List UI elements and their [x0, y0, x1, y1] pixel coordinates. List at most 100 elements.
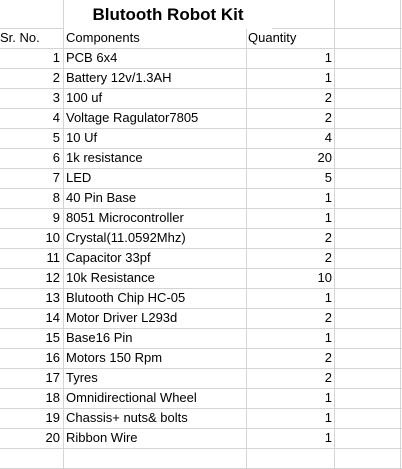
sr-no-cell[interactable]: 11 [46, 250, 61, 265]
header-sr-no[interactable]: Sr. No. [0, 30, 40, 45]
table-row: 6 1k resistance 20 [0, 148, 402, 168]
sr-no-cell[interactable]: 20 [45, 430, 60, 445]
component-cell[interactable]: Blutooth Chip HC-05 [66, 290, 186, 305]
component-cell[interactable]: 8051 Microcontroller [66, 210, 184, 225]
column-divider [400, 0, 401, 469]
table-row: 20 Ribbon Wire 1 [0, 428, 402, 448]
table-row: 11 Capacitor 33pf 2 [0, 248, 402, 268]
component-cell[interactable]: Battery 12v/1.3AH [66, 70, 172, 85]
row-divider [0, 168, 402, 169]
sr-no-cell[interactable]: 5 [52, 130, 60, 145]
row-divider [0, 68, 402, 69]
sheet-title[interactable]: Blutooth Robot Kit [64, 0, 272, 29]
table-row: 15 Base16 Pin 1 [0, 328, 402, 348]
quantity-cell[interactable]: 1 [324, 290, 332, 305]
quantity-cell[interactable]: 2 [324, 250, 332, 265]
row-divider [0, 268, 402, 269]
sr-no-cell[interactable]: 8 [52, 190, 60, 205]
quantity-cell[interactable]: 1 [324, 390, 332, 405]
quantity-cell[interactable]: 1 [324, 430, 332, 445]
table-row: 16 Motors 150 Rpm 2 [0, 348, 402, 368]
sr-no-cell[interactable]: 10 [45, 230, 60, 245]
sr-no-cell[interactable]: 14 [45, 310, 60, 325]
sr-no-cell[interactable]: 1 [52, 50, 60, 65]
component-cell[interactable]: 10k Resistance [66, 270, 155, 285]
header-components[interactable]: Components [66, 30, 140, 45]
component-cell[interactable]: Capacitor 33pf [66, 250, 151, 265]
quantity-cell[interactable]: 1 [324, 330, 332, 345]
sr-no-cell[interactable]: 2 [52, 70, 60, 85]
row-divider [0, 248, 402, 249]
table-row: 13 Blutooth Chip HC-05 1 [0, 288, 402, 308]
quantity-cell[interactable]: 5 [324, 170, 332, 185]
component-cell[interactable]: 100 uf [66, 90, 103, 105]
row-divider [0, 448, 402, 449]
quantity-cell[interactable]: 1 [324, 410, 332, 425]
row-divider [0, 228, 402, 229]
quantity-cell[interactable]: 1 [324, 70, 332, 85]
table-row: 5 10 Uf 4 [0, 128, 402, 148]
quantity-cell[interactable]: 2 [324, 310, 332, 325]
component-cell[interactable]: LED [66, 170, 92, 185]
component-cell[interactable]: Crystal(11.0592Mhz) [66, 230, 186, 245]
row-divider [0, 348, 402, 349]
column-divider [246, 0, 247, 469]
quantity-cell[interactable]: 4 [324, 130, 332, 145]
quantity-cell[interactable]: 1 [324, 50, 332, 65]
table-row: 18 Omnidirectional Wheel 1 [0, 388, 402, 408]
row-divider [0, 188, 402, 189]
table-row: 10 Crystal(11.0592Mhz) 2 [0, 228, 402, 248]
row-divider [0, 388, 402, 389]
quantity-cell[interactable]: 2 [324, 230, 332, 245]
sr-no-cell[interactable]: 4 [52, 110, 60, 125]
row-divider [0, 148, 402, 149]
quantity-cell[interactable]: 2 [324, 370, 332, 385]
table-row: 3 100 uf 2 [0, 88, 402, 108]
quantity-cell[interactable]: 10 [317, 270, 332, 285]
quantity-cell[interactable]: 1 [324, 210, 332, 225]
quantity-cell[interactable]: 2 [324, 350, 332, 365]
sr-no-cell[interactable]: 18 [45, 390, 60, 405]
row-divider [0, 288, 402, 289]
component-cell[interactable]: Base16 Pin [66, 330, 133, 345]
column-divider [63, 0, 64, 469]
header-row: Sr. No. Components Quantity [0, 28, 402, 48]
component-cell[interactable]: 40 Pin Base [66, 190, 137, 205]
sr-no-cell[interactable]: 17 [45, 370, 60, 385]
component-cell[interactable]: 10 Uf [66, 130, 98, 145]
sr-no-cell[interactable]: 19 [45, 410, 60, 425]
sr-no-cell[interactable]: 7 [52, 170, 60, 185]
quantity-cell[interactable]: 20 [317, 150, 332, 165]
table-row: 7 LED 5 [0, 168, 402, 188]
component-cell[interactable]: PCB 6x4 [66, 50, 118, 65]
quantity-cell[interactable]: 2 [324, 110, 332, 125]
sr-no-cell[interactable]: 6 [52, 150, 60, 165]
table-row: 4 Voltage Ragulator7805 2 [0, 108, 402, 128]
header-quantity[interactable]: Quantity [248, 30, 297, 45]
quantity-cell[interactable]: 1 [324, 190, 332, 205]
row-divider [0, 128, 402, 129]
sr-no-cell[interactable]: 3 [52, 90, 60, 105]
row-divider [0, 208, 402, 209]
component-cell[interactable]: 1k resistance [66, 150, 143, 165]
row-divider [0, 368, 402, 369]
sr-no-cell[interactable]: 13 [45, 290, 60, 305]
row-divider [0, 88, 402, 89]
sr-no-cell[interactable]: 9 [52, 210, 60, 225]
row-divider [0, 428, 402, 429]
component-cell[interactable]: Motors 150 Rpm [66, 350, 163, 365]
component-cell[interactable]: Ribbon Wire [66, 430, 138, 445]
component-cell[interactable]: Omnidirectional Wheel [66, 390, 197, 405]
quantity-cell[interactable]: 2 [324, 90, 332, 105]
table-row: 17 Tyres 2 [0, 368, 402, 388]
sr-no-cell[interactable]: 15 [45, 330, 60, 345]
component-cell[interactable]: Voltage Ragulator7805 [66, 110, 199, 125]
sr-no-cell[interactable]: 16 [45, 350, 60, 365]
component-cell[interactable]: Motor Driver L293d [66, 310, 178, 325]
row-divider [0, 408, 402, 409]
component-cell[interactable]: Tyres [66, 370, 98, 385]
component-cell[interactable]: Chassis+ nuts& bolts [66, 410, 188, 425]
sr-no-cell[interactable]: 12 [45, 270, 60, 285]
table-row: 2 Battery 12v/1.3AH 1 [0, 68, 402, 88]
